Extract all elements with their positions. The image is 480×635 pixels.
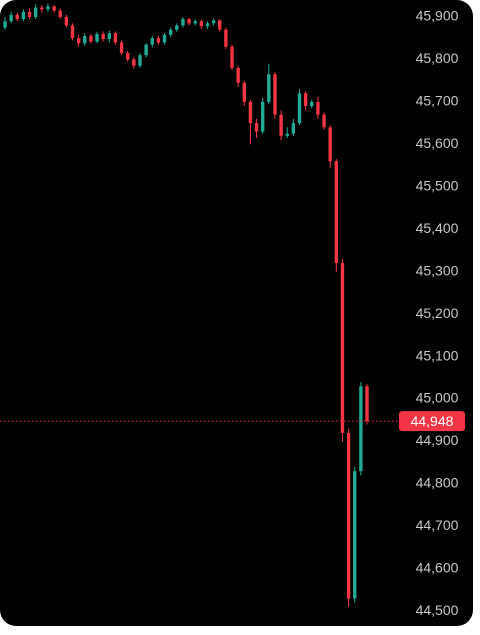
y-tick-label: 45,800 (416, 50, 459, 66)
candle-body (156, 38, 161, 43)
candle-body (126, 53, 130, 60)
candle-body (285, 133, 289, 136)
candle-body (3, 21, 7, 28)
candle-body (254, 123, 259, 132)
candle-body (340, 263, 345, 433)
y-tick-label: 45,500 (416, 177, 459, 193)
candle-body (359, 386, 363, 472)
candle-body (9, 14, 13, 22)
candle-body (261, 101, 265, 132)
candle-body (242, 82, 246, 102)
y-tick-label: 45,700 (416, 93, 459, 109)
y-tick-label: 45,600 (416, 135, 459, 151)
candle-body (64, 16, 69, 26)
candle-body (138, 55, 142, 66)
candle-body (303, 93, 308, 107)
candle-body (83, 36, 87, 44)
y-tick-label: 45,000 (416, 390, 459, 406)
candle-body (322, 114, 326, 128)
candle-body (224, 29, 228, 47)
candle-body (291, 123, 296, 134)
candle-body (365, 386, 369, 422)
candle-body (107, 33, 111, 40)
candle-body (267, 74, 271, 102)
candle-body (162, 34, 167, 43)
candle-body (15, 14, 19, 20)
candle-body (199, 21, 204, 27)
candle-body (230, 46, 234, 68)
candle-body (181, 19, 185, 26)
candle-body (58, 10, 62, 17)
y-tick-label: 45,300 (416, 262, 459, 278)
candle-body (353, 471, 357, 599)
y-tick-label: 45,200 (416, 305, 459, 321)
candle-body (101, 33, 105, 40)
candle-body (316, 101, 320, 115)
candle-body (328, 127, 332, 162)
y-tick-label: 45,100 (416, 347, 459, 363)
candle-body (297, 93, 302, 124)
candle-body (113, 33, 118, 43)
candle-body (95, 33, 99, 42)
candle-body (89, 36, 93, 42)
y-tick-label: 44,500 (416, 602, 459, 618)
candle-body (211, 20, 216, 24)
candle-body (175, 25, 179, 30)
candle-body (150, 38, 154, 45)
candle-body (132, 59, 136, 66)
candle-body (193, 21, 197, 24)
candle-body (279, 114, 283, 136)
candle-body (310, 101, 314, 107)
y-tick-label: 44,900 (416, 432, 459, 448)
candle-body (46, 6, 50, 10)
candle-body (76, 38, 81, 44)
candle-body (168, 29, 173, 35)
y-tick-label: 44,700 (416, 517, 459, 533)
candle-body (218, 20, 222, 30)
candle-body (205, 23, 210, 27)
candle-body (334, 161, 339, 264)
candle-body (52, 6, 56, 11)
y-tick-label: 44,800 (416, 475, 459, 491)
candle-body (33, 7, 38, 17)
candle-body (40, 7, 44, 10)
price-label-box (399, 411, 465, 432)
y-tick-label: 44,600 (416, 560, 459, 576)
candle-body (27, 11, 32, 17)
candle-body (236, 67, 240, 83)
candle-body (248, 101, 253, 124)
chart-background (0, 0, 473, 626)
candle-body (70, 25, 75, 39)
candle-body (119, 42, 124, 54)
price-label: 44,948 (411, 413, 454, 429)
candle-body (273, 74, 277, 115)
candle-body (187, 19, 191, 24)
candle-body (346, 432, 351, 599)
y-tick-label: 45,900 (416, 8, 459, 24)
candle-body (144, 44, 148, 56)
y-tick-label: 45,400 (416, 220, 459, 236)
candle-body (21, 11, 26, 20)
